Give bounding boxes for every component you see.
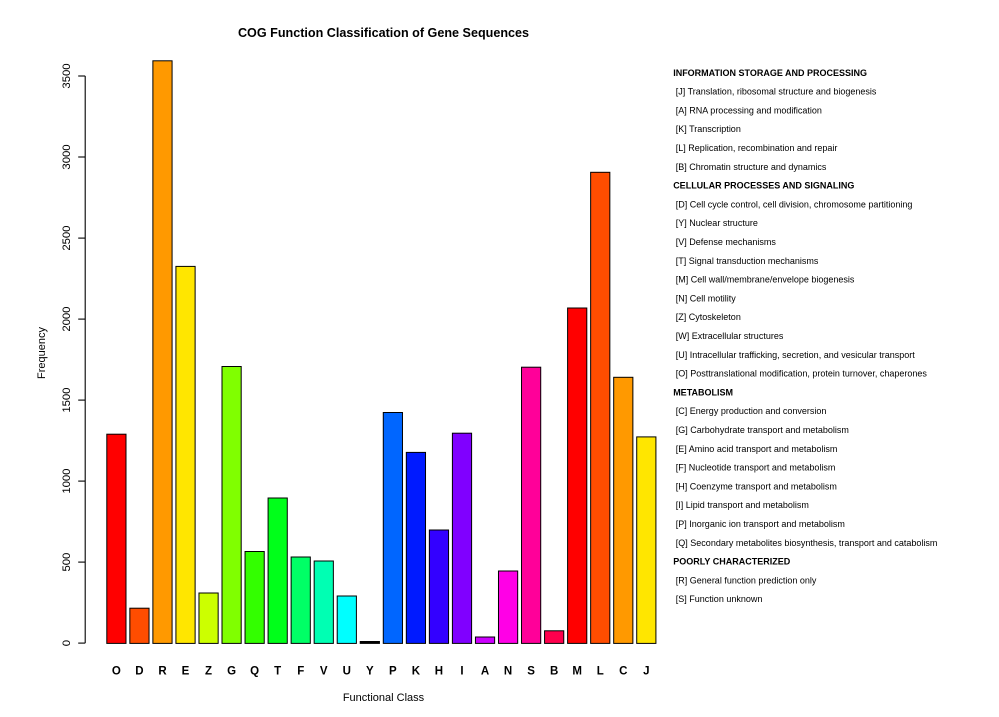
svg-text:2000: 2000 [61, 307, 73, 332]
svg-text:Y: Y [366, 666, 374, 678]
svg-text:3000: 3000 [61, 144, 73, 169]
svg-text:[R] General function predictio: [R] General function prediction only [676, 575, 817, 585]
svg-text:[V] Defense mechanisms: [V] Defense mechanisms [676, 237, 777, 247]
svg-text:[Q] Secondary metabolites bios: [Q] Secondary metabolites biosynthesis, … [676, 538, 938, 548]
svg-text:INFORMATION STORAGE AND PROCES: INFORMATION STORAGE AND PROCESSING [673, 68, 867, 78]
svg-text:[A] RNA processing and modific: [A] RNA processing and modification [676, 105, 822, 115]
svg-text:[T] Signal transduction mechan: [T] Signal transduction mechanisms [676, 256, 819, 266]
svg-text:[D] Cell cycle control, cell d: [D] Cell cycle control, cell division, c… [676, 199, 913, 209]
svg-text:O: O [112, 666, 121, 678]
svg-text:[F] Nucleotide transport and m: [F] Nucleotide transport and metabolism [676, 463, 836, 473]
svg-text:C: C [619, 666, 627, 678]
svg-text:[I] Lipid transport and metabo: [I] Lipid transport and metabolism [676, 500, 809, 510]
svg-text:Z: Z [205, 666, 212, 678]
svg-text:P: P [389, 666, 397, 678]
svg-text:[S] Function unknown: [S] Function unknown [676, 594, 763, 604]
svg-text:[H] Coenzyme transport and met: [H] Coenzyme transport and metabolism [676, 481, 837, 491]
svg-text:[B] Chromatin structure and dy: [B] Chromatin structure and dynamics [676, 162, 827, 172]
svg-text:A: A [481, 666, 489, 678]
svg-text:3500: 3500 [61, 63, 73, 88]
svg-text:[L] Replication, recombination: [L] Replication, recombination and repai… [676, 143, 838, 153]
svg-text:POORLY CHARACTERIZED: POORLY CHARACTERIZED [673, 557, 791, 567]
svg-text:D: D [135, 666, 143, 678]
svg-text:METABOLISM: METABOLISM [673, 387, 733, 397]
svg-text:[O] Posttranslational modifica: [O] Posttranslational modification, prot… [676, 369, 928, 379]
svg-text:[Z] Cytoskeleton: [Z] Cytoskeleton [676, 312, 741, 322]
svg-text:M: M [572, 666, 582, 678]
svg-text:K: K [412, 666, 421, 678]
svg-text:[Y] Nuclear structure: [Y] Nuclear structure [676, 218, 758, 228]
svg-text:L: L [597, 666, 604, 678]
svg-text:H: H [435, 666, 443, 678]
svg-text:2500: 2500 [61, 226, 73, 251]
svg-text:[E] Amino acid transport and m: [E] Amino acid transport and metabolism [676, 444, 838, 454]
svg-text:1500: 1500 [61, 388, 73, 413]
svg-text:Q: Q [250, 666, 259, 678]
svg-text:S: S [527, 666, 535, 678]
svg-text:[J] Translation, ribosomal str: [J] Translation, ribosomal structure and… [676, 87, 877, 97]
svg-text:G: G [227, 666, 236, 678]
svg-text:[C] Energy production and conv: [C] Energy production and conversion [676, 406, 827, 416]
svg-text:Frequency: Frequency [36, 327, 48, 379]
svg-text:[M] Cell wall/membrane/envelop: [M] Cell wall/membrane/envelope biogenes… [676, 275, 855, 285]
svg-text:T: T [274, 666, 281, 678]
svg-text:I: I [460, 666, 463, 678]
svg-text:B: B [550, 666, 558, 678]
svg-text:N: N [504, 666, 512, 678]
svg-text:[K] Transcription: [K] Transcription [676, 124, 741, 134]
svg-text:[W] Extracellular structures: [W] Extracellular structures [676, 331, 784, 341]
svg-text:U: U [343, 666, 351, 678]
svg-text:J: J [643, 666, 649, 678]
svg-text:[P] Inorganic ion transport an: [P] Inorganic ion transport and metaboli… [676, 519, 845, 529]
svg-text:0: 0 [61, 640, 73, 646]
svg-text:CELLULAR PROCESSES AND SIGNALI: CELLULAR PROCESSES AND SIGNALING [673, 181, 854, 191]
svg-text:COG Function Classification of: COG Function Classification of Gene Sequ… [238, 26, 529, 40]
svg-text:R: R [158, 666, 167, 678]
svg-text:[G] Carbohydrate transport and: [G] Carbohydrate transport and metabolis… [676, 425, 849, 435]
svg-text:Functional Class: Functional Class [343, 692, 425, 704]
svg-text:1000: 1000 [61, 469, 73, 494]
svg-text:E: E [182, 666, 190, 678]
svg-text:[N] Cell motility: [N] Cell motility [676, 293, 737, 303]
svg-text:[U] Intracellular trafficking,: [U] Intracellular trafficking, secretion… [676, 350, 915, 360]
svg-text:V: V [320, 666, 328, 678]
svg-text:F: F [297, 666, 304, 678]
svg-text:500: 500 [61, 553, 73, 572]
